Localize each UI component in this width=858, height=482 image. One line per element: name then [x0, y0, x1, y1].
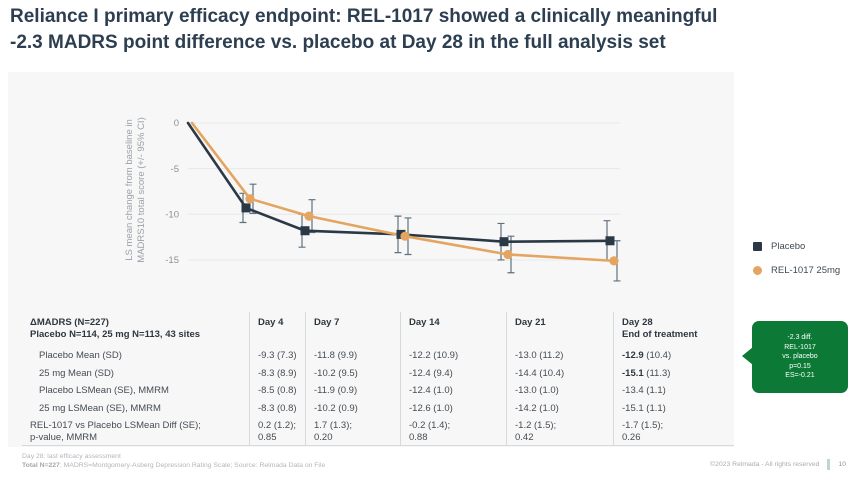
- legend-item: REL-1017 25mg: [753, 265, 840, 276]
- table-cell: -10.2 (0.9): [305, 398, 400, 416]
- placebo-marker: [499, 237, 509, 247]
- callout-left-arrow-icon: [742, 347, 753, 365]
- placebo-legend-icon: [753, 242, 762, 251]
- series-line-placebo: [186, 121, 612, 243]
- table-row-label: Placebo LSMean (SE), MMRM: [39, 385, 169, 396]
- rel1017-marker: [304, 211, 314, 221]
- footnote-abbreviations: ; MADRS=Montgomery-Asberg Depression Rat…: [59, 461, 326, 469]
- callout-line: ES=-0.21: [785, 372, 815, 380]
- table-cell: -15.1 (1.1): [613, 398, 734, 416]
- footnotes: Day 28: last efficacy assessment Total N…: [22, 453, 325, 470]
- legend-item: Placebo: [753, 241, 840, 252]
- callout-line: -2.3 diff.: [787, 334, 813, 342]
- callout-line: REL-1017: [784, 343, 816, 351]
- table-cell: -15.1 (11.3): [613, 363, 734, 381]
- table-cell: 0.2 (1.2); 0.85: [249, 416, 305, 445]
- table-cell: -12.6 (1.0): [400, 398, 506, 416]
- rel1017-marker: [400, 231, 410, 241]
- table-row-label: REL-1017 vs Placebo LSMean Diff (SE); p-…: [30, 420, 201, 443]
- placebo-marker: [605, 236, 615, 246]
- madrs-results-table: ΔMADRS (N=227) Placebo N=114, 25 mg N=113…: [22, 312, 734, 446]
- table-column-header: Day 4: [249, 312, 305, 346]
- y-tick-label: -10: [165, 210, 179, 221]
- table-column-header: Day 28 End of treatment: [613, 312, 734, 346]
- table-cell: -12.9 (10.4): [613, 346, 734, 364]
- rel1017-marker: [503, 249, 513, 260]
- page-number: 10: [838, 461, 846, 468]
- placebo-marker: [241, 203, 251, 213]
- rel1017-legend-icon: [753, 266, 762, 275]
- slide-title: Reliance I primary efficacy endpoint: RE…: [10, 4, 822, 56]
- table-cell: -12.4 (9.4): [400, 363, 506, 381]
- copyright-text: ©2023 Relmada - All rights reserved: [710, 461, 820, 468]
- title-line-2: -2.3 MADRS point difference vs. placebo …: [10, 32, 666, 53]
- legend-label: Placebo: [771, 241, 806, 252]
- footnote-total-n: Total N=227: [22, 461, 60, 469]
- y-axis-label: LS mean change from baseline in: [124, 119, 135, 261]
- chart-legend: Placebo REL-1017 25mg: [753, 241, 840, 276]
- efficacy-line-chart: 0 -5 -10 -15 LS mean change from baseline in…: [124, 117, 621, 282]
- table-cell: -13.0 (11.2): [506, 346, 613, 364]
- callout-line: p=0.15: [789, 362, 811, 370]
- content-panel: 0 -5 -10 -15 LS mean change from baseline in…: [8, 72, 734, 447]
- table-cell: -12.2 (10.9): [400, 346, 506, 364]
- footer-right: ©2023 Relmada - All rights reserved 10: [710, 459, 846, 470]
- table-cell: -0.2 (1.4); 0.88: [400, 416, 506, 445]
- table-row-label: 25 mg LSMean (SE), MMRM: [39, 402, 161, 414]
- rel1017-marker: [245, 194, 255, 204]
- table-cell: -1.7 (1.5); 0.26: [613, 416, 734, 445]
- table-cell: 1.7 (1.3); 0.20: [305, 416, 400, 445]
- table-cell: -11.9 (0.9): [305, 381, 400, 399]
- table-cell: -8.3 (8.9): [249, 363, 305, 381]
- table-header-label: ΔMADRS (N=227) Placebo N=114, 25 mg N=113…: [30, 317, 201, 340]
- rel1017-marker: [609, 256, 619, 266]
- table-cell: -8.5 (0.8): [249, 381, 305, 399]
- table-cell: -13.0 (1.0): [506, 381, 613, 399]
- table-row-label: Placebo Mean (SD): [39, 350, 122, 361]
- table-cell: -10.2 (9.5): [305, 363, 400, 381]
- y-tick-label: 0: [174, 118, 179, 129]
- y-tick-label: -5: [171, 164, 179, 175]
- y-tick-label: -15: [165, 255, 179, 266]
- table-row-label: 25 mg Mean (SD): [39, 367, 114, 379]
- table-cell: -12.4 (1.0): [400, 381, 506, 399]
- series-line-rel1017: [190, 121, 616, 263]
- table-cell: -13.4 (1.1): [613, 381, 734, 399]
- table-column-header: Day 14: [400, 312, 506, 346]
- table-column-header: Day 7: [305, 312, 400, 346]
- title-line-1: Reliance I primary efficacy endpoint: RE…: [10, 6, 718, 27]
- footnote-line-2: Total N=227; MADRS=Montgomery-Asberg Dep…: [22, 462, 325, 471]
- callout-line: vs. placebo: [782, 353, 818, 361]
- table-cell: -14.4 (10.4): [506, 363, 613, 381]
- placebo-marker: [300, 226, 310, 236]
- callout-text: -2.3 diff. REL-1017 vs. placebo p=0.15 ES=-0…: [752, 333, 848, 381]
- table-cell: -8.3 (0.8): [249, 398, 305, 416]
- table-column-header: Day 21: [506, 312, 613, 346]
- table-cell: -14.2 (1.0): [506, 398, 613, 416]
- table-cell: -1.2 (1.5); 0.42: [506, 416, 613, 445]
- table-cell: -11.8 (9.9): [305, 346, 400, 364]
- result-callout: -2.3 diff. REL-1017 vs. placebo p=0.15 ES=-0…: [742, 321, 848, 393]
- table-cell: -9.3 (7.3): [249, 346, 305, 364]
- footer-divider: [827, 459, 831, 470]
- y-axis-label: MADRS10 total score (+/- 95% CI): [136, 117, 147, 262]
- footnote-line-1: Day 28: last efficacy assessment: [22, 453, 121, 460]
- legend-label: REL-1017 25mg: [771, 265, 841, 276]
